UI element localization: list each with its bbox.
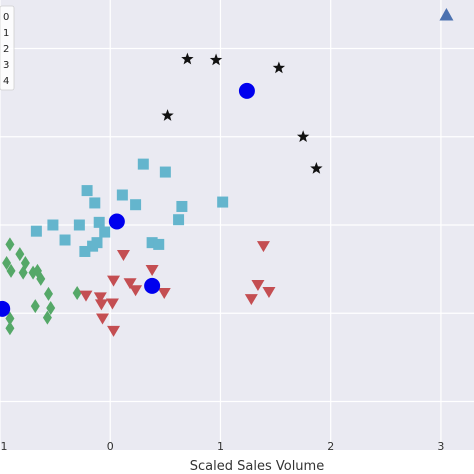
- data-point-square: [217, 196, 229, 208]
- data-point-diamond: [5, 237, 15, 252]
- data-point-square: [153, 238, 165, 250]
- data-point-triangle-down: [256, 241, 270, 253]
- data-point-triangle-down: [157, 287, 171, 299]
- data-point-triangle-down: [79, 290, 93, 302]
- data-point-square: [73, 219, 85, 231]
- data-point-square: [173, 214, 185, 226]
- data-point-square: [59, 234, 71, 246]
- data-point-square: [47, 219, 59, 231]
- data-point-star: [161, 109, 174, 121]
- data-point-triangle-down: [94, 299, 108, 311]
- data-point-circle: [144, 277, 161, 294]
- data-point-triangle-down: [145, 265, 159, 276]
- legend-entry: 3: [3, 60, 9, 71]
- data-point-square: [79, 245, 91, 257]
- data-point-triangle-down: [105, 298, 119, 310]
- data-point-diamond: [46, 300, 56, 315]
- x-tick-label: 3: [437, 440, 444, 453]
- data-point-star: [209, 53, 223, 66]
- data-point-circle: [238, 82, 255, 99]
- data-point-diamond: [30, 299, 40, 314]
- legend-entry: 0: [3, 12, 9, 23]
- data-point-star: [272, 61, 286, 74]
- legend-entry: 4: [3, 76, 9, 87]
- gridlines: [0, 0, 474, 450]
- data-point-diamond: [44, 286, 54, 301]
- data-point-diamond: [6, 263, 16, 278]
- data-point-triangle-down: [116, 250, 130, 261]
- data-point-circle: [108, 213, 125, 230]
- data-point-star: [296, 130, 310, 143]
- x-tick-label: 2: [327, 440, 334, 453]
- data-point-square: [116, 189, 128, 201]
- x-tick-label: 1: [217, 440, 224, 453]
- data-point-square: [176, 200, 188, 212]
- legend-box: [0, 5, 15, 91]
- data-point-square: [30, 225, 42, 237]
- data-point-triangle-down: [107, 275, 121, 287]
- data-point-square: [130, 199, 142, 211]
- data-point-square: [87, 240, 99, 252]
- data-point-diamond: [32, 263, 42, 278]
- legend-entry: 2: [3, 44, 9, 55]
- data-point-circle: [0, 300, 11, 317]
- data-point-square: [81, 185, 93, 197]
- data-point-triangle-up: [439, 8, 454, 21]
- data-point-triangle-down: [262, 287, 276, 299]
- data-point-square: [93, 216, 105, 228]
- legend-entry: 1: [3, 28, 9, 39]
- data-point-triangle-down: [96, 313, 110, 325]
- x-tick-labels: 1 0 1 2 3: [1, 440, 445, 453]
- data-point-square: [159, 166, 171, 178]
- data-point-diamond: [18, 265, 28, 280]
- data-point-triangle-down: [251, 280, 265, 291]
- data-point-diamond: [72, 285, 82, 300]
- data-point-square: [89, 197, 101, 209]
- data-point-diamond: [42, 310, 52, 325]
- data-point-triangle-down: [123, 278, 137, 290]
- x-tick-label: 1: [1, 440, 8, 453]
- data-point-diamond: [15, 247, 25, 262]
- data-point-triangle-down: [244, 294, 258, 306]
- data-point-triangle-down: [107, 325, 121, 337]
- data-point-star: [181, 52, 194, 65]
- data-point-square: [137, 158, 149, 170]
- data-point-diamond: [5, 321, 15, 336]
- data-point-triangle-down: [93, 292, 107, 304]
- legend: 0 1 2 3 4: [0, 5, 15, 91]
- x-tick-label: 0: [107, 440, 114, 453]
- data-points: [0, 8, 454, 337]
- x-axis-title: Scaled Sales Volume: [190, 459, 324, 474]
- data-point-triangle-down: [129, 285, 143, 297]
- data-point-diamond: [5, 311, 15, 326]
- data-point-star: [310, 162, 323, 174]
- data-point-diamond: [2, 255, 12, 270]
- data-point-square: [146, 237, 158, 249]
- data-point-square: [99, 226, 111, 238]
